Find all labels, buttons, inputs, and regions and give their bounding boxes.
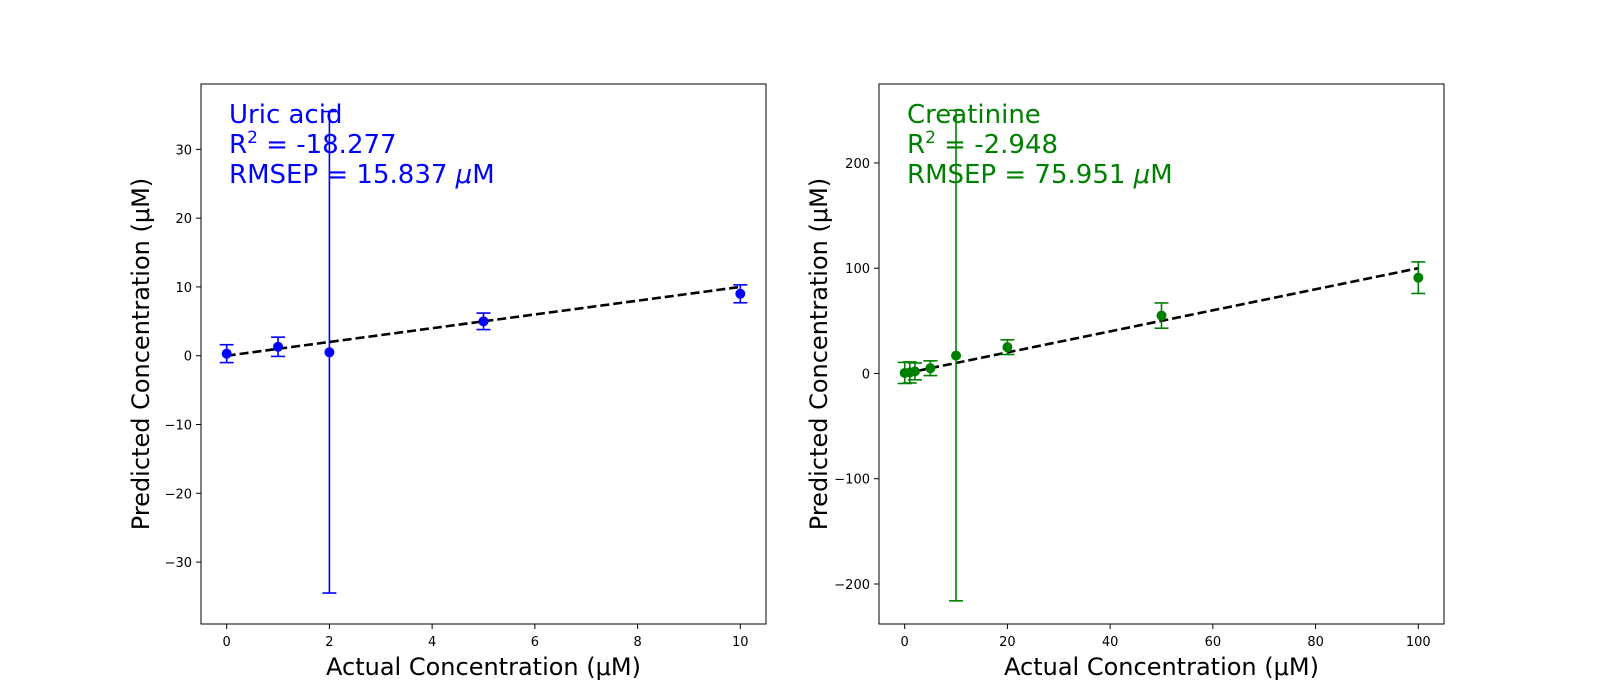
plot-frame — [200, 83, 767, 625]
plot-frame — [878, 83, 1445, 625]
y-tick-label: 100 — [845, 262, 870, 277]
y-tick-label: 0 — [862, 367, 870, 382]
x-tick-label: 100 — [1406, 635, 1431, 650]
x-tick-label: 40 — [1102, 635, 1119, 650]
data-point — [1413, 272, 1424, 283]
y-tick-label: 0 — [184, 350, 192, 365]
x-tick-label: 0 — [901, 635, 909, 650]
y-axis-label: Predicted Concentration (μM) — [805, 178, 833, 530]
data-point — [221, 348, 232, 359]
annotation-rmsep: RMSEP = 15.837 μM — [229, 160, 495, 190]
y-tick-label: −200 — [834, 578, 870, 593]
x-axis-label: Actual Concentration (μM) — [326, 653, 641, 681]
y-tick-label: 30 — [175, 143, 192, 158]
x-axis-label: Actual Concentration (μM) — [1004, 653, 1319, 681]
uric-acid-panel: 0 2 4 6 8 10 −30 −20 −10 0 10 20 30 Actual Concentrat… — [127, 83, 767, 681]
data-point — [324, 347, 335, 358]
data-point — [735, 288, 746, 299]
annotation-title: Creatinine — [907, 100, 1041, 130]
plot-content — [897, 109, 1426, 602]
x-tick-label: 0 — [223, 635, 231, 650]
x-tick-label: 20 — [999, 635, 1016, 650]
annotation-r2: R2 = -18.277 — [229, 128, 397, 160]
x-tick-label: 10 — [732, 635, 749, 650]
y-tick-label: −100 — [834, 473, 870, 488]
reference-line — [226, 285, 741, 358]
x-tick-label: 60 — [1205, 635, 1222, 650]
annotation-title: Uric acid — [229, 100, 342, 130]
data-point — [909, 366, 920, 377]
data-point — [925, 363, 936, 374]
y-tick-label: −10 — [165, 419, 192, 434]
data-point — [1002, 342, 1013, 353]
y-axis-label: Predicted Concentration (μM) — [127, 178, 155, 530]
x-tick-label: 80 — [1307, 635, 1324, 650]
annotation-rmsep: RMSEP = 75.951 μM — [907, 160, 1173, 190]
annotation-r2: R2 = -2.948 — [907, 128, 1058, 160]
x-tick-label: 6 — [531, 635, 539, 650]
y-tick-label: 200 — [845, 157, 870, 172]
x-tick-label: 8 — [633, 635, 641, 650]
y-tick-label: 10 — [175, 281, 192, 296]
creatinine-panel: 0 20 40 60 80 100 −200 −100 0 100 200 Actual Concen… — [805, 83, 1445, 681]
y-tick-label: −20 — [165, 487, 192, 502]
y-tick-label: −30 — [165, 556, 192, 571]
data-point — [273, 341, 284, 352]
data-point — [1156, 310, 1167, 321]
y-tick-label: 20 — [175, 212, 192, 227]
x-tick-label: 2 — [325, 635, 333, 650]
data-point — [478, 316, 489, 327]
data-point — [951, 350, 962, 361]
x-tick-label: 4 — [428, 635, 436, 650]
plot-content — [219, 110, 748, 594]
